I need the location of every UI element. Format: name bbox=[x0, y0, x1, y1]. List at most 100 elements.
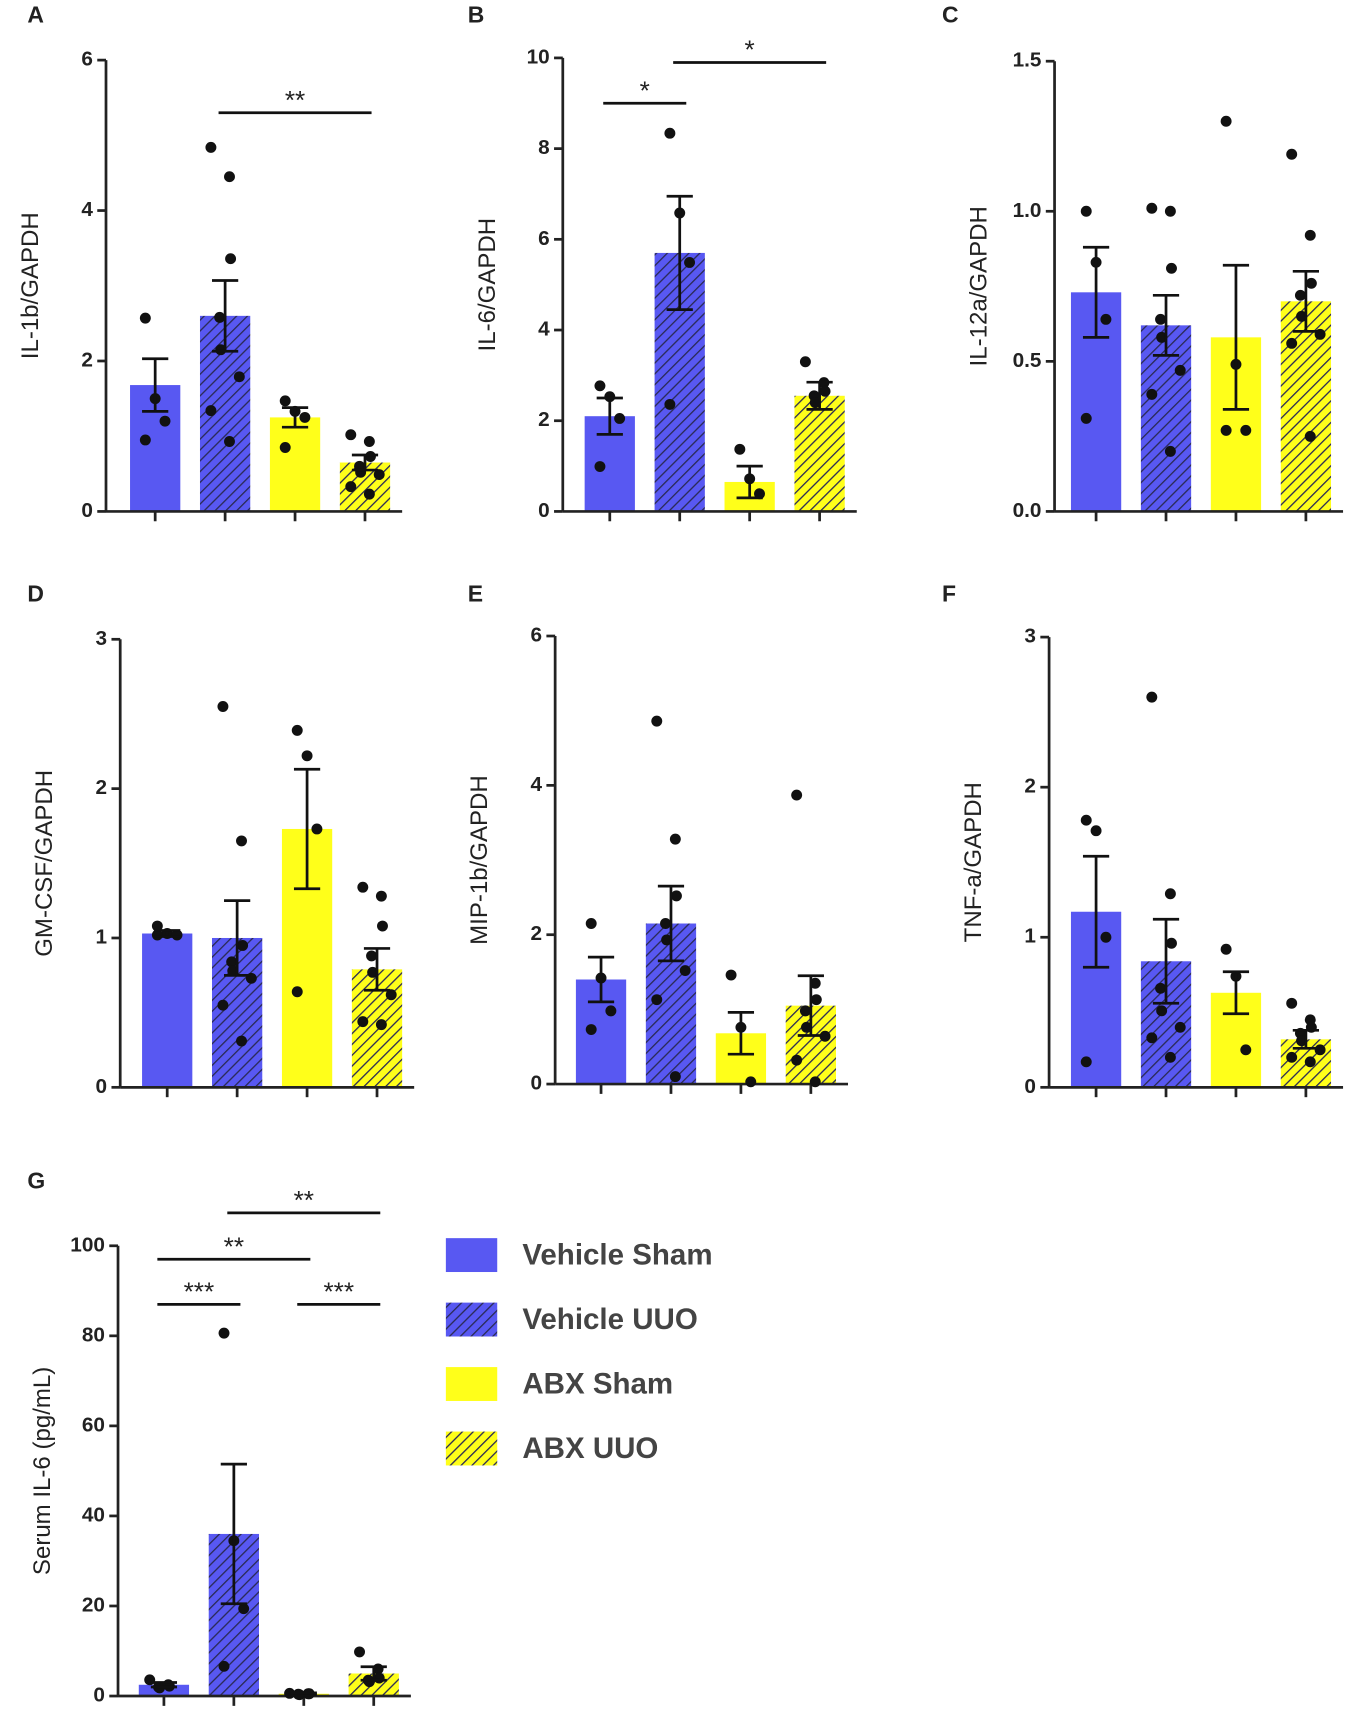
data-point bbox=[1304, 1056, 1316, 1068]
error-bar bbox=[666, 194, 693, 311]
error-bar bbox=[290, 1691, 317, 1697]
data-point bbox=[1305, 277, 1317, 289]
y-axis-label: Serum IL-6 (pg/mL) bbox=[29, 1367, 56, 1575]
data-point bbox=[1286, 1051, 1298, 1063]
data-point bbox=[357, 881, 369, 893]
data-point bbox=[1146, 1032, 1158, 1044]
data-point bbox=[1156, 1005, 1168, 1017]
data-point bbox=[218, 1660, 230, 1672]
data-point bbox=[299, 411, 311, 423]
y-tick-label: 2 bbox=[96, 776, 108, 799]
data-point bbox=[1240, 424, 1252, 436]
data-point bbox=[218, 1327, 230, 1339]
data-point bbox=[651, 994, 663, 1006]
error-bar bbox=[154, 929, 181, 938]
data-point bbox=[809, 1076, 821, 1088]
y-tick-label: 8 bbox=[538, 136, 550, 159]
bar bbox=[794, 395, 845, 512]
y-axis-label: GM-CSF/GAPDH bbox=[31, 770, 58, 957]
error-bar bbox=[1152, 917, 1180, 1005]
data-point bbox=[1166, 937, 1177, 949]
panel-label: B bbox=[468, 1, 485, 27]
data-point bbox=[373, 1672, 385, 1684]
error-bar bbox=[587, 955, 615, 1004]
data-point bbox=[1296, 1035, 1307, 1047]
data-point bbox=[1080, 814, 1092, 826]
data-point bbox=[1304, 229, 1316, 241]
data-point bbox=[1164, 445, 1176, 457]
data-point bbox=[236, 835, 247, 847]
error-bar bbox=[736, 464, 763, 500]
panel-label: C bbox=[942, 1, 959, 27]
data-point bbox=[801, 1021, 812, 1033]
data-point bbox=[226, 956, 238, 968]
y-tick-label: 2 bbox=[1024, 775, 1036, 798]
data-point bbox=[284, 1687, 296, 1699]
data-point bbox=[664, 398, 676, 410]
data-point bbox=[1164, 205, 1176, 217]
data-point bbox=[363, 488, 375, 500]
bar bbox=[269, 417, 321, 512]
data-point bbox=[236, 1035, 247, 1047]
data-point bbox=[734, 443, 746, 455]
data-point bbox=[366, 950, 378, 962]
data-point bbox=[139, 434, 151, 446]
data-point bbox=[1286, 997, 1298, 1009]
data-point bbox=[669, 1071, 681, 1083]
y-axis-label: IL-6/GAPDH bbox=[474, 218, 501, 352]
significance-label: ** bbox=[294, 1185, 314, 1215]
data-point bbox=[363, 436, 375, 447]
error-bar bbox=[281, 406, 309, 429]
data-point bbox=[233, 371, 245, 383]
data-point bbox=[205, 141, 217, 153]
data-point bbox=[214, 311, 226, 323]
panel-label: G bbox=[27, 1167, 45, 1193]
data-point bbox=[159, 415, 171, 427]
data-point bbox=[791, 789, 803, 801]
error-bar bbox=[360, 1665, 387, 1682]
data-point bbox=[364, 451, 376, 462]
figure-content: AIL-1b/GAPDH0246**BIL-6/GAPDH0246810**CI… bbox=[17, 1, 1344, 1707]
data-point bbox=[1155, 313, 1167, 325]
data-point bbox=[1155, 982, 1167, 994]
y-tick-label: 4 bbox=[530, 773, 542, 796]
significance-label: ** bbox=[285, 85, 305, 115]
data-point bbox=[1156, 331, 1168, 343]
y-tick-label: 40 bbox=[82, 1503, 105, 1526]
panel-label: D bbox=[27, 581, 44, 607]
data-point bbox=[1174, 364, 1186, 376]
data-point bbox=[1100, 931, 1112, 943]
y-tick-label: 100 bbox=[70, 1233, 105, 1256]
data-point bbox=[1220, 115, 1232, 127]
data-point bbox=[238, 1603, 250, 1615]
legend-swatch bbox=[445, 1238, 498, 1273]
data-point bbox=[1304, 430, 1316, 442]
y-tick-label: 60 bbox=[82, 1413, 105, 1436]
data-point bbox=[670, 890, 682, 902]
y-tick-label: 1 bbox=[1024, 925, 1036, 948]
y-tick-label: 0 bbox=[530, 1072, 542, 1095]
y-tick-label: 0 bbox=[1024, 1075, 1036, 1098]
data-point bbox=[373, 469, 385, 481]
error-bar bbox=[806, 380, 833, 411]
data-point bbox=[345, 429, 357, 441]
data-point bbox=[1286, 337, 1298, 349]
significance-label: ** bbox=[224, 1231, 244, 1261]
legend-label: Vehicle UUO bbox=[522, 1303, 697, 1336]
y-axis-label: IL-1b/GAPDH bbox=[17, 212, 44, 359]
y-tick-label: 1 bbox=[96, 925, 108, 948]
data-point bbox=[357, 1016, 369, 1028]
data-point bbox=[385, 989, 397, 1001]
error-bar bbox=[1222, 970, 1250, 1016]
y-tick-label: 4 bbox=[81, 198, 93, 221]
y-tick-label: 10 bbox=[527, 45, 550, 68]
y-tick-label: 0.5 bbox=[1013, 349, 1042, 372]
y-tick-label: 0 bbox=[538, 499, 550, 522]
data-point bbox=[151, 920, 163, 932]
data-point bbox=[1314, 1044, 1326, 1056]
data-point bbox=[1220, 424, 1232, 436]
y-axis-label: MIP-1b/GAPDH bbox=[466, 775, 493, 945]
data-point bbox=[225, 253, 237, 265]
data-point bbox=[311, 823, 323, 835]
data-point bbox=[799, 356, 811, 368]
